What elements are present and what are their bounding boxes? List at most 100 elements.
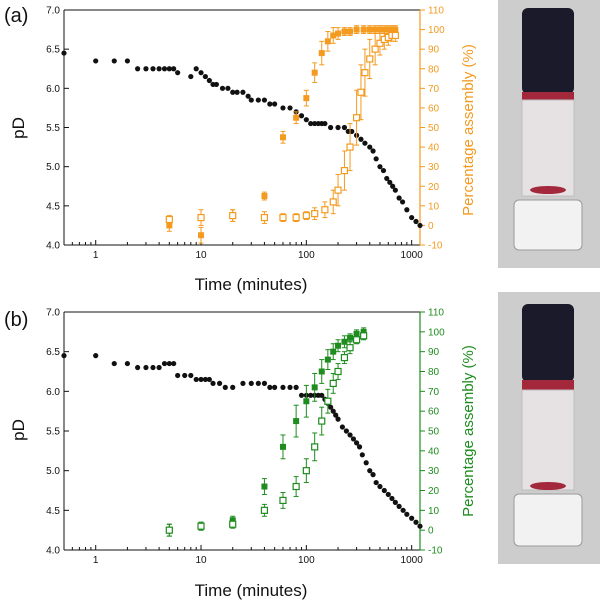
plot-area: 1 10 100 10004.04.55.05.56.06.57.0-10010203…	[46, 6, 445, 262]
vial-photo-b	[498, 292, 600, 564]
y-tick-label: 4.0	[46, 241, 60, 252]
pd-point	[240, 380, 246, 386]
assembly-point-open	[361, 69, 369, 77]
pd-point	[150, 364, 156, 371]
pd-point	[370, 148, 376, 154]
assembly-point-filled	[330, 348, 337, 355]
assembly-point-open	[279, 213, 287, 222]
pd-point	[111, 360, 117, 367]
pd-point	[358, 136, 364, 142]
pd-point	[341, 124, 348, 131]
x-tick-label: 10	[195, 250, 207, 261]
pd-point	[171, 360, 177, 367]
pd-point	[404, 207, 410, 213]
pd-point	[280, 105, 286, 111]
pd-point	[373, 479, 379, 486]
assembly-point-open	[318, 417, 326, 425]
assembly-point-open	[292, 213, 300, 222]
pd-point	[93, 58, 99, 64]
assembly-point-filled	[376, 26, 383, 33]
pd-point	[312, 120, 318, 127]
y2-tick-label: 20	[428, 486, 440, 497]
pd-point	[156, 66, 162, 72]
pd-point	[248, 97, 254, 103]
pd-point	[347, 432, 353, 438]
assembly-point-open	[346, 344, 354, 352]
assembly-point-filled	[366, 26, 373, 33]
assembly-point-open	[165, 526, 173, 534]
assembly-point-open	[334, 186, 342, 194]
assembly-point-filled	[341, 338, 348, 345]
y2-tick-label: 30	[428, 162, 440, 173]
assembly-point-filled	[353, 26, 360, 33]
pd-point	[267, 101, 273, 107]
assembly-point-open	[279, 496, 287, 505]
pd-point	[308, 392, 314, 398]
pd-point	[287, 384, 293, 390]
y-tick-label: 7.0	[46, 6, 60, 17]
assembly-point-open	[260, 213, 269, 222]
assembly-point-filled	[335, 30, 342, 37]
pd-point	[396, 503, 402, 509]
pd-point	[293, 384, 299, 390]
pd-point	[319, 392, 325, 398]
pd-point	[413, 519, 419, 525]
pd-point	[143, 364, 149, 371]
pd-point	[240, 89, 246, 95]
pd-point	[245, 93, 251, 99]
pd-point	[198, 70, 204, 76]
pd-point	[210, 380, 216, 386]
assembly-point-open	[329, 198, 337, 206]
y-tick-label: 5.0	[46, 162, 60, 173]
pd-point	[213, 81, 220, 88]
y-tick-label: 4.5	[46, 201, 60, 212]
pd-point	[396, 195, 402, 201]
pd-point	[367, 144, 373, 150]
y2-tick-label: 60	[428, 103, 440, 114]
pd-point	[166, 66, 172, 72]
pd-point	[219, 85, 226, 91]
pd-point	[359, 452, 365, 458]
y-tick-label: 6.5	[46, 45, 60, 56]
pd-point	[161, 360, 168, 367]
pd-point	[392, 499, 398, 505]
pd-point	[272, 384, 278, 390]
y2-tick-label: 40	[428, 446, 440, 457]
assembly-point-open	[302, 467, 310, 475]
pd-point	[417, 523, 423, 529]
assembly-point-open	[352, 114, 361, 122]
assembly-point-open	[371, 45, 379, 53]
pd-point	[409, 515, 415, 521]
assembly-point-open	[391, 31, 399, 40]
pd-point	[356, 444, 363, 450]
y2-tick-label: 70	[428, 387, 440, 398]
assembly-point-open	[352, 336, 361, 344]
assembly-point-filled	[330, 32, 337, 39]
vial-bottom-sediment	[530, 482, 566, 490]
assembly-point-filled	[166, 222, 173, 229]
assembly-point-open	[311, 443, 319, 451]
y2-tick-label: 30	[428, 466, 440, 477]
y2-tick-label: 70	[428, 84, 440, 95]
y2-tick-label: 40	[428, 143, 440, 154]
assembly-point-open	[292, 482, 300, 491]
pd-point	[188, 372, 194, 379]
x-tick-label: 1	[93, 555, 99, 566]
y2-tick-label: 80	[428, 64, 440, 75]
assembly-point-open	[197, 522, 205, 530]
vial-cap	[513, 493, 583, 547]
pd-point	[298, 392, 305, 398]
x-tick-label: 100	[298, 555, 315, 566]
assembly-point-open	[376, 39, 384, 47]
assembly-point-open	[311, 210, 319, 218]
pd-point	[392, 187, 398, 193]
y-tick-label: 6.0	[46, 84, 60, 95]
pd-point	[267, 384, 273, 390]
assembly-point-filled	[335, 342, 342, 349]
pd-point	[417, 222, 423, 229]
pd-point	[380, 167, 387, 174]
pd-point	[261, 380, 268, 386]
pd-point	[330, 408, 336, 414]
assembly-point-open	[360, 332, 368, 340]
